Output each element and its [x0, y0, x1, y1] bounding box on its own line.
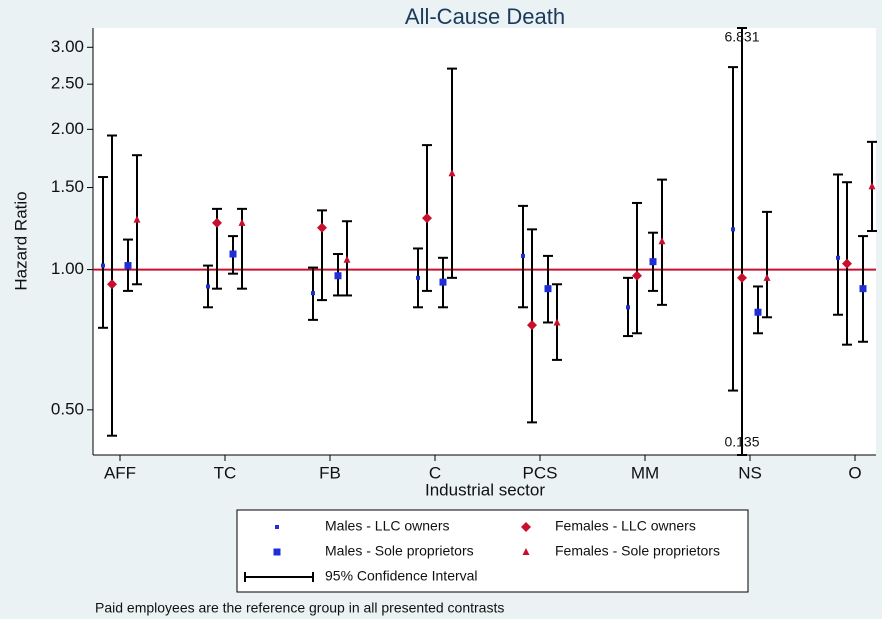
point — [124, 262, 132, 270]
chart-title: All-Cause Death — [405, 4, 565, 29]
point — [859, 285, 867, 293]
point — [133, 215, 141, 223]
point — [626, 305, 630, 310]
x-tick-label: FB — [319, 463, 341, 482]
point — [422, 213, 432, 224]
point — [439, 278, 447, 286]
y-axis-title: Hazard Ratio — [11, 191, 30, 290]
point — [842, 258, 852, 269]
point — [334, 272, 342, 280]
point — [311, 291, 315, 296]
point — [553, 318, 561, 326]
point — [754, 308, 762, 316]
point — [229, 250, 237, 258]
point — [527, 320, 537, 331]
point — [649, 258, 657, 266]
x-tick-label: AFF — [104, 463, 136, 482]
x-tick-label: TC — [214, 463, 237, 482]
x-axis-title: Industrial sector — [425, 480, 545, 499]
legend-label: Males - Sole proprietors — [325, 543, 474, 559]
point — [731, 227, 735, 232]
y-tick-label: 0.50 — [51, 399, 84, 418]
clip-label: 6.831 — [724, 29, 759, 45]
point — [836, 255, 840, 260]
point — [317, 222, 327, 233]
plot-area — [93, 28, 876, 455]
point — [658, 237, 666, 245]
point — [544, 285, 552, 293]
y-tick-label: 3.00 — [51, 37, 84, 56]
legend — [236, 509, 749, 593]
point — [238, 218, 246, 226]
x-tick-label: PCS — [523, 463, 558, 482]
legend-marker — [522, 548, 530, 555]
legend-marker — [521, 522, 531, 532]
point — [206, 284, 210, 289]
legend-marker — [275, 525, 279, 529]
point — [868, 182, 876, 190]
legend-label: 95% Confidence Interval — [325, 568, 478, 584]
legend-label: Males - LLC owners — [325, 518, 450, 534]
point — [416, 275, 420, 280]
note: Paid employees are the reference group i… — [95, 600, 504, 616]
y-tick-label: 2.50 — [51, 74, 84, 93]
x-tick-label: NS — [738, 463, 762, 482]
point — [763, 273, 771, 281]
point — [101, 263, 105, 268]
point — [521, 253, 525, 258]
clip-label: 0.135 — [724, 434, 759, 450]
y-tick-label: 1.50 — [51, 177, 84, 196]
point — [448, 169, 456, 177]
legend-label: Females - Sole proprietors — [555, 543, 720, 559]
x-tick-label: MM — [631, 463, 659, 482]
legend-label: Females - LLC owners — [555, 518, 696, 534]
point — [343, 255, 351, 263]
point — [212, 217, 222, 228]
point — [737, 272, 747, 283]
x-tick-label: O — [848, 463, 861, 482]
legend-marker — [273, 548, 281, 556]
point — [107, 279, 117, 290]
x-tick-label: C — [429, 463, 441, 482]
point — [632, 270, 642, 281]
y-tick-label: 2.00 — [51, 119, 84, 138]
y-tick-label: 1.00 — [51, 259, 84, 278]
